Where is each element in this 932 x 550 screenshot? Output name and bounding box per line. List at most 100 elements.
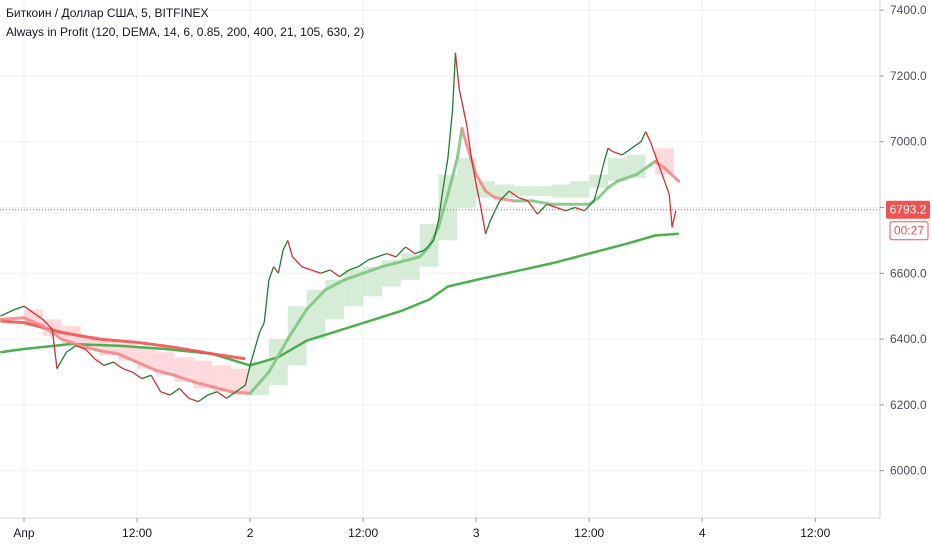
price-segment	[593, 184, 600, 202]
price-segment	[508, 190, 519, 199]
price-tick-label: 7200.0	[890, 69, 927, 83]
price-segment	[607, 147, 614, 153]
price-segment	[131, 371, 143, 380]
green-band	[532, 186, 552, 196]
price-segment	[671, 210, 677, 228]
fast-line-segment	[286, 307, 309, 341]
fast-line-segment	[323, 278, 346, 292]
price-segment	[442, 158, 449, 188]
time-axis[interactable]: Апр 12:00 2 12:00 3 12:00 4 12:00	[13, 518, 831, 540]
time-tick-label: Апр	[13, 526, 35, 540]
price-segment	[475, 184, 482, 208]
price-segment	[42, 318, 53, 330]
price-segment	[395, 246, 406, 258]
price-segment	[141, 374, 152, 380]
fast-line-segment	[305, 288, 327, 311]
green-band	[608, 158, 627, 182]
fast-line-segment	[484, 189, 497, 200]
price-segment	[258, 322, 265, 333]
price-segment	[649, 141, 656, 156]
price-segment	[536, 203, 548, 215]
price-segment	[14, 305, 25, 311]
price-segment	[263, 279, 270, 323]
fast-line-segment	[361, 265, 384, 275]
price-segment	[66, 345, 77, 353]
price-segment	[668, 194, 673, 228]
signal-bands	[24, 148, 674, 396]
price-segment	[358, 259, 369, 268]
price-segment	[339, 269, 350, 278]
price-segment	[612, 150, 623, 156]
indicator-title[interactable]: Always in Profit (120, DEMA, 14, 6, 0.85…	[6, 25, 365, 39]
price-segment	[584, 200, 595, 212]
time-tick-label: 3	[473, 526, 480, 540]
price-segment	[84, 348, 96, 360]
fast-line-segment	[663, 166, 681, 183]
price-segment	[188, 397, 199, 403]
green-band	[268, 339, 288, 386]
price-segment	[597, 164, 604, 185]
price-segment	[0, 308, 15, 317]
fast-line-segment	[531, 199, 554, 206]
price-segment	[659, 167, 666, 182]
fast-line-segment	[342, 271, 365, 282]
green-band	[495, 184, 514, 198]
price-segment	[178, 388, 190, 399]
price-segment	[499, 190, 510, 202]
price-segment	[602, 148, 609, 165]
symbol-title[interactable]: Биткоин / Доллар США, 5, BITFINEX	[6, 6, 209, 20]
time-tick-label: 12:00	[122, 526, 152, 540]
price-segment	[23, 305, 34, 314]
price-segment	[226, 391, 237, 399]
price-segment	[282, 240, 289, 251]
fast-line-segment	[97, 349, 120, 356]
fast-line-segment	[455, 127, 464, 160]
price-segment	[150, 374, 162, 393]
price-segment	[546, 203, 557, 209]
fast-line-segment	[173, 373, 196, 384]
red-band	[231, 368, 251, 396]
price-segment	[423, 239, 435, 251]
fast-line-segment	[267, 337, 290, 374]
current-price-tag	[886, 200, 930, 219]
fast-line-segment	[192, 380, 214, 389]
time-tick-label: 12:00	[574, 526, 604, 540]
price-segment	[640, 131, 647, 142]
price-segment	[94, 358, 105, 366]
price-segment	[484, 220, 491, 235]
fast-line-segment	[116, 352, 139, 364]
price-segment	[480, 207, 487, 234]
fast-line-segment	[154, 368, 177, 377]
price-segment	[122, 368, 133, 373]
price-segment	[565, 206, 576, 212]
price-segment	[447, 108, 454, 159]
price-axis[interactable]: 6000.06200.06400.06600.06800.07000.07200…	[880, 3, 927, 478]
fast-line-segment	[493, 196, 516, 203]
fast-line-segment	[229, 390, 252, 395]
price-segment	[103, 361, 114, 367]
price-segment	[386, 252, 397, 258]
slow-line	[0, 232, 679, 367]
price-segment	[33, 312, 44, 320]
price-segment	[348, 266, 359, 271]
price-segment	[631, 141, 642, 149]
price-segment	[329, 269, 340, 278]
current-price-label: 6793.2	[890, 203, 927, 217]
price-segment	[254, 332, 261, 350]
price-segment	[621, 147, 632, 156]
price-segment	[311, 269, 321, 274]
green-band	[551, 184, 571, 198]
price-segment	[470, 158, 477, 185]
price-segment	[433, 220, 440, 241]
price-segment	[75, 345, 86, 350]
chart-legend: Биткоин / Доллар США, 5, BITFINEX Always…	[6, 4, 364, 42]
green-band	[363, 266, 382, 297]
time-tick-label: 12:00	[800, 526, 830, 540]
green-band	[287, 306, 307, 366]
fast-line-segment	[653, 159, 667, 170]
fast-line-segment	[22, 316, 45, 328]
fast-line-segment	[634, 163, 652, 177]
price-segment	[461, 102, 468, 126]
price-segment	[654, 154, 661, 169]
